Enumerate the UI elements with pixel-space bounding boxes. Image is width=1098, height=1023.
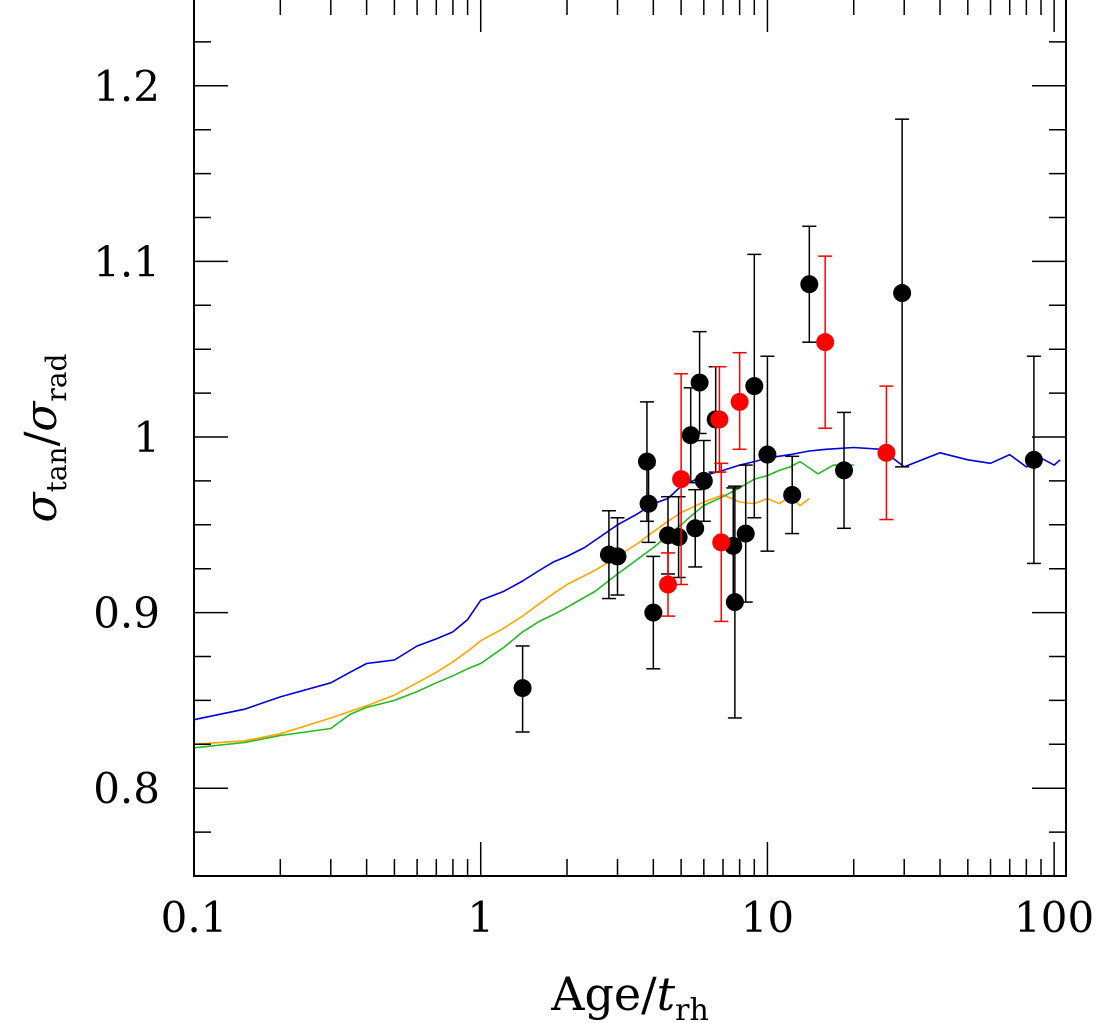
marker [644, 603, 663, 622]
x-axis-title: Age/trh [550, 967, 709, 1023]
marker [608, 547, 627, 566]
black-points-point [694, 439, 713, 523]
marker [783, 485, 802, 504]
data-points [513, 118, 1043, 733]
marker [672, 470, 691, 489]
marker [637, 452, 656, 471]
marker [893, 284, 912, 303]
red-points-point [730, 351, 749, 451]
marker [513, 679, 532, 698]
red-points-point [712, 462, 731, 623]
red-points-point [816, 255, 835, 429]
tick-labels: 0.1 1 10 100 0.8 0.9 1 1.1 1.2 [93, 62, 1094, 942]
black-points-point [725, 485, 744, 719]
black-points-point [681, 387, 700, 484]
black-points-point [758, 355, 777, 552]
x-tick-label: 10 [741, 893, 794, 942]
black-points-point [639, 464, 658, 544]
model-blue-line [193, 446, 1061, 721]
red-points-point [672, 373, 691, 586]
black-points-point [893, 118, 912, 468]
model-green-line [193, 460, 854, 749]
marker [736, 524, 755, 543]
y-tick-label: 1 [133, 413, 160, 462]
black-points-point [686, 488, 705, 568]
x-tick-label: 100 [1014, 893, 1094, 942]
y-axis-title: σtan/σrad [16, 353, 73, 522]
y-tick-label: 1.2 [93, 62, 160, 111]
black-points-point [1024, 355, 1043, 565]
marker [816, 333, 835, 352]
marker [758, 445, 777, 464]
black-points-point [690, 330, 709, 435]
black-points-point [800, 225, 819, 343]
plot-frame [193, 0, 1067, 877]
red-points-point [658, 552, 677, 617]
y-tick-label: 1.1 [93, 237, 160, 286]
black-points-point [669, 495, 688, 579]
marker [690, 373, 709, 392]
marker [725, 593, 744, 612]
black-points-point [608, 517, 627, 596]
axis-ticks [193, 0, 1066, 877]
x-tick-label: 1 [467, 893, 494, 942]
red-points-point [710, 366, 729, 473]
red-points-point [877, 385, 896, 521]
marker [800, 275, 819, 294]
marker [681, 426, 700, 445]
marker [658, 575, 677, 594]
black-points-point [783, 455, 802, 535]
marker [745, 377, 764, 396]
marker [694, 471, 713, 490]
black-points-point [835, 411, 854, 530]
marker [639, 494, 658, 513]
marker [669, 528, 688, 547]
marker [730, 392, 749, 411]
black-points-point [745, 253, 764, 519]
marker [877, 443, 896, 462]
marker [686, 519, 705, 538]
marker [835, 461, 854, 480]
y-tick-label: 0.8 [93, 764, 160, 813]
y-tick-label: 0.9 [93, 589, 160, 638]
black-points-point [644, 555, 663, 670]
model-orange-line [193, 494, 810, 746]
black-points-point [513, 645, 532, 733]
marker [710, 410, 729, 429]
marker [1024, 450, 1043, 469]
black-points-point [736, 464, 755, 603]
marker [712, 533, 731, 552]
model-lines [193, 446, 1061, 749]
x-tick-label: 0.1 [161, 893, 228, 942]
